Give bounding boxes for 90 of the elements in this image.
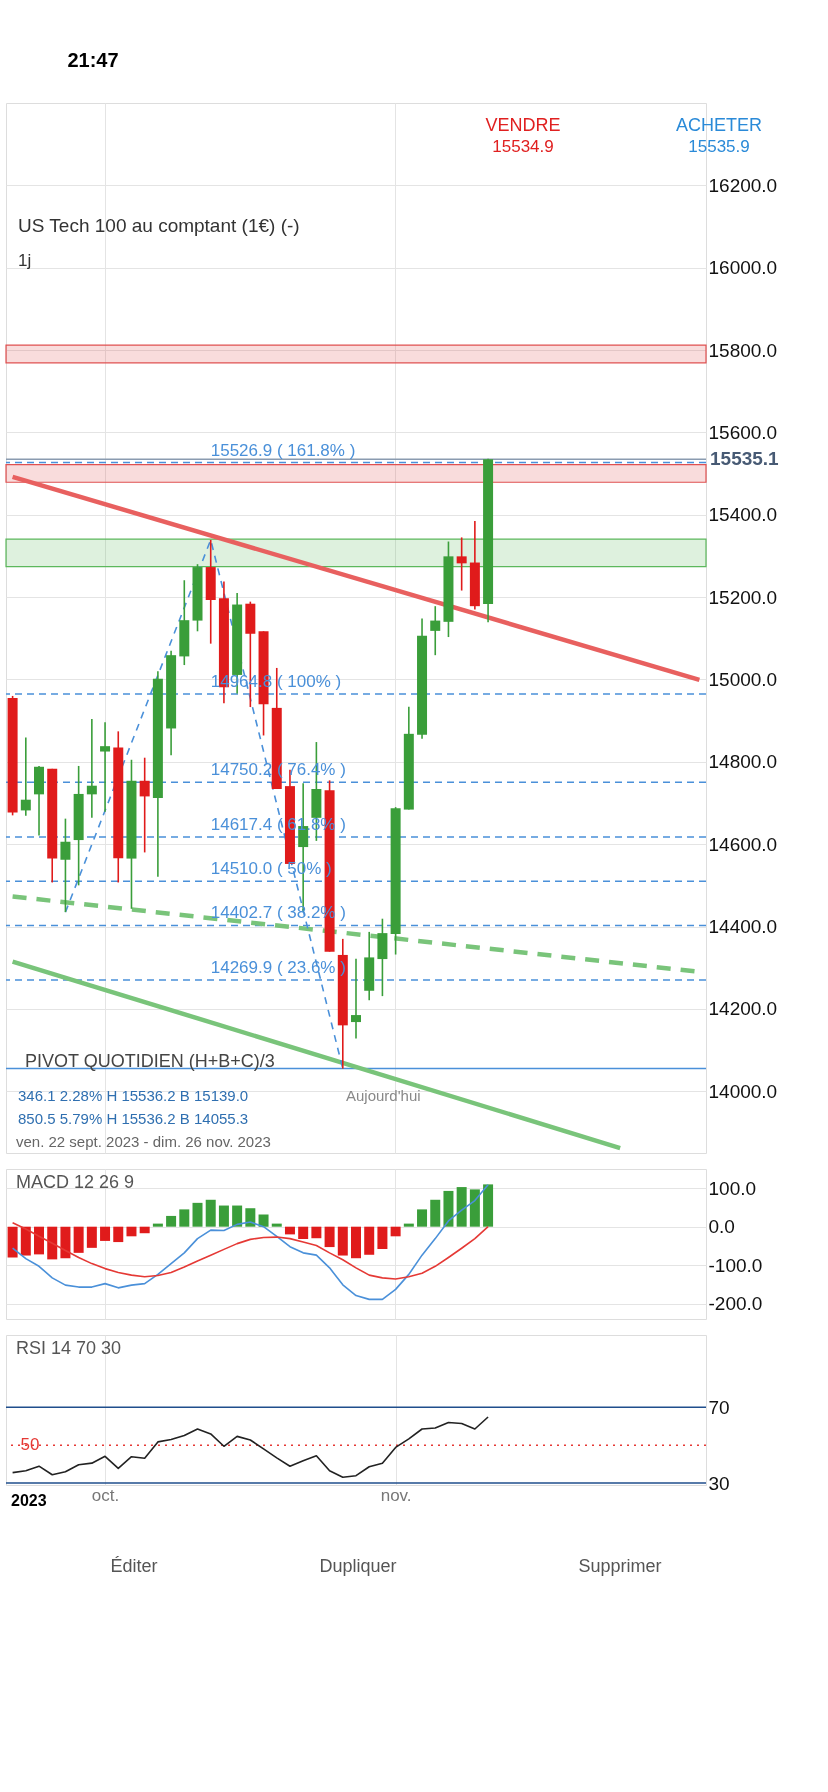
bar (390, 1226, 401, 1237)
bar (403, 1223, 414, 1227)
bar (364, 1226, 375, 1255)
bar (47, 1226, 58, 1260)
bar (152, 1223, 163, 1227)
line-series (11, 1222, 489, 1280)
bar (73, 1226, 84, 1253)
bar (100, 1226, 111, 1241)
y-tick-label: -200.0 (708, 1293, 763, 1315)
text: 15535.1 (710, 448, 780, 469)
y-tick-label: 100.0 (708, 1177, 757, 1199)
bar (417, 1209, 428, 1227)
bar (60, 1226, 71, 1259)
bar (469, 1189, 480, 1227)
annotation: PIVOT QUOTIDIEN (H+B+C)/3 (25, 1051, 275, 1071)
bar (205, 1199, 216, 1227)
line-series (11, 1416, 489, 1479)
bar (192, 1202, 203, 1227)
annotation: ACHETER (675, 115, 763, 135)
bar (351, 1226, 361, 1259)
annotation: 15535.9 (688, 137, 750, 156)
bar (245, 1208, 256, 1227)
y-tick-label: -100.0 (708, 1254, 763, 1276)
candlestick (60, 817, 71, 913)
bar (311, 1226, 322, 1239)
chart-title: MACD 12 26 9 (16, 1172, 135, 1192)
bar (179, 1209, 190, 1227)
y-tick-label: 0.0 (708, 1216, 735, 1238)
text: US Tech 100 au comptant (1€) (-) (18, 215, 300, 236)
y-tick-label: 15600.0 (708, 421, 778, 443)
candlestick (20, 736, 31, 817)
text: Dupliquer (319, 1556, 397, 1576)
bar (20, 1226, 31, 1256)
annotation: 850.5 5.79% H 15536.2 B 14055.3 (18, 1110, 249, 1127)
y-tick-label: 14000.0 (708, 1080, 778, 1102)
text: 1j (18, 251, 32, 270)
y-tick-label: 16200.0 (708, 174, 778, 196)
candlestick (86, 718, 97, 819)
text: 2023 (11, 1492, 47, 1509)
bar (324, 1226, 335, 1248)
bar (126, 1226, 137, 1237)
y-tick-label: 14400.0 (708, 916, 778, 938)
annotation: 15534.9 (492, 137, 554, 156)
candlestick (100, 721, 111, 813)
y-tick-label: 15000.0 (708, 668, 778, 690)
y-tick-label: 70 (708, 1396, 730, 1418)
bar (34, 1226, 45, 1255)
bar (113, 1226, 124, 1243)
text: Supprimer (578, 1556, 662, 1576)
y-tick-label: 15200.0 (708, 586, 778, 608)
candlestick (456, 536, 467, 592)
bar (232, 1205, 243, 1227)
candlestick (351, 957, 361, 1040)
bar (377, 1226, 388, 1249)
y-tick-label: 16000.0 (708, 257, 778, 279)
x-tick-label: oct. (91, 1485, 120, 1505)
bar (443, 1190, 454, 1227)
text: Éditer (110, 1556, 158, 1576)
annotation: ven. 22 sept. 2023 - dim. 26 nov. 2023 (16, 1133, 271, 1150)
bar (7, 1226, 18, 1258)
bar (298, 1226, 309, 1239)
ref-line-label: 50 (20, 1435, 40, 1455)
y-tick-label: 15400.0 (708, 504, 778, 526)
x-tick-label: nov. (380, 1485, 412, 1505)
ref-line-label: 14269.9 ( 23.6% ) (210, 958, 346, 978)
candlestick (430, 605, 441, 656)
ref-line-label: 14617.4 ( 61.8% ) (210, 815, 346, 835)
candlestick (139, 756, 150, 854)
chart-title: RSI 14 70 30 (16, 1338, 122, 1358)
ref-line-label: 15526.9 ( 161.8% ) (210, 440, 356, 460)
bar (258, 1214, 269, 1227)
y-tick-label: 14800.0 (708, 751, 778, 773)
bar (456, 1187, 467, 1227)
bar (139, 1226, 150, 1234)
bar (284, 1226, 295, 1235)
bar (337, 1226, 348, 1256)
y-tick-label: 14600.0 (708, 833, 778, 855)
annotation: Aujourd'hui (346, 1087, 421, 1104)
text: 21:47 (67, 49, 119, 71)
annotation: VENDRE (485, 115, 561, 135)
y-tick-label: 30 (708, 1472, 730, 1494)
bar (483, 1184, 494, 1227)
bar (218, 1205, 229, 1227)
annotation: 346.1 2.28% H 15536.2 B 15139.0 (18, 1087, 249, 1104)
bar (166, 1215, 177, 1227)
bar (271, 1223, 282, 1227)
y-tick-label: 15800.0 (708, 339, 778, 361)
y-tick-label: 14200.0 (708, 998, 778, 1020)
bar (430, 1199, 441, 1227)
bar (86, 1226, 97, 1248)
